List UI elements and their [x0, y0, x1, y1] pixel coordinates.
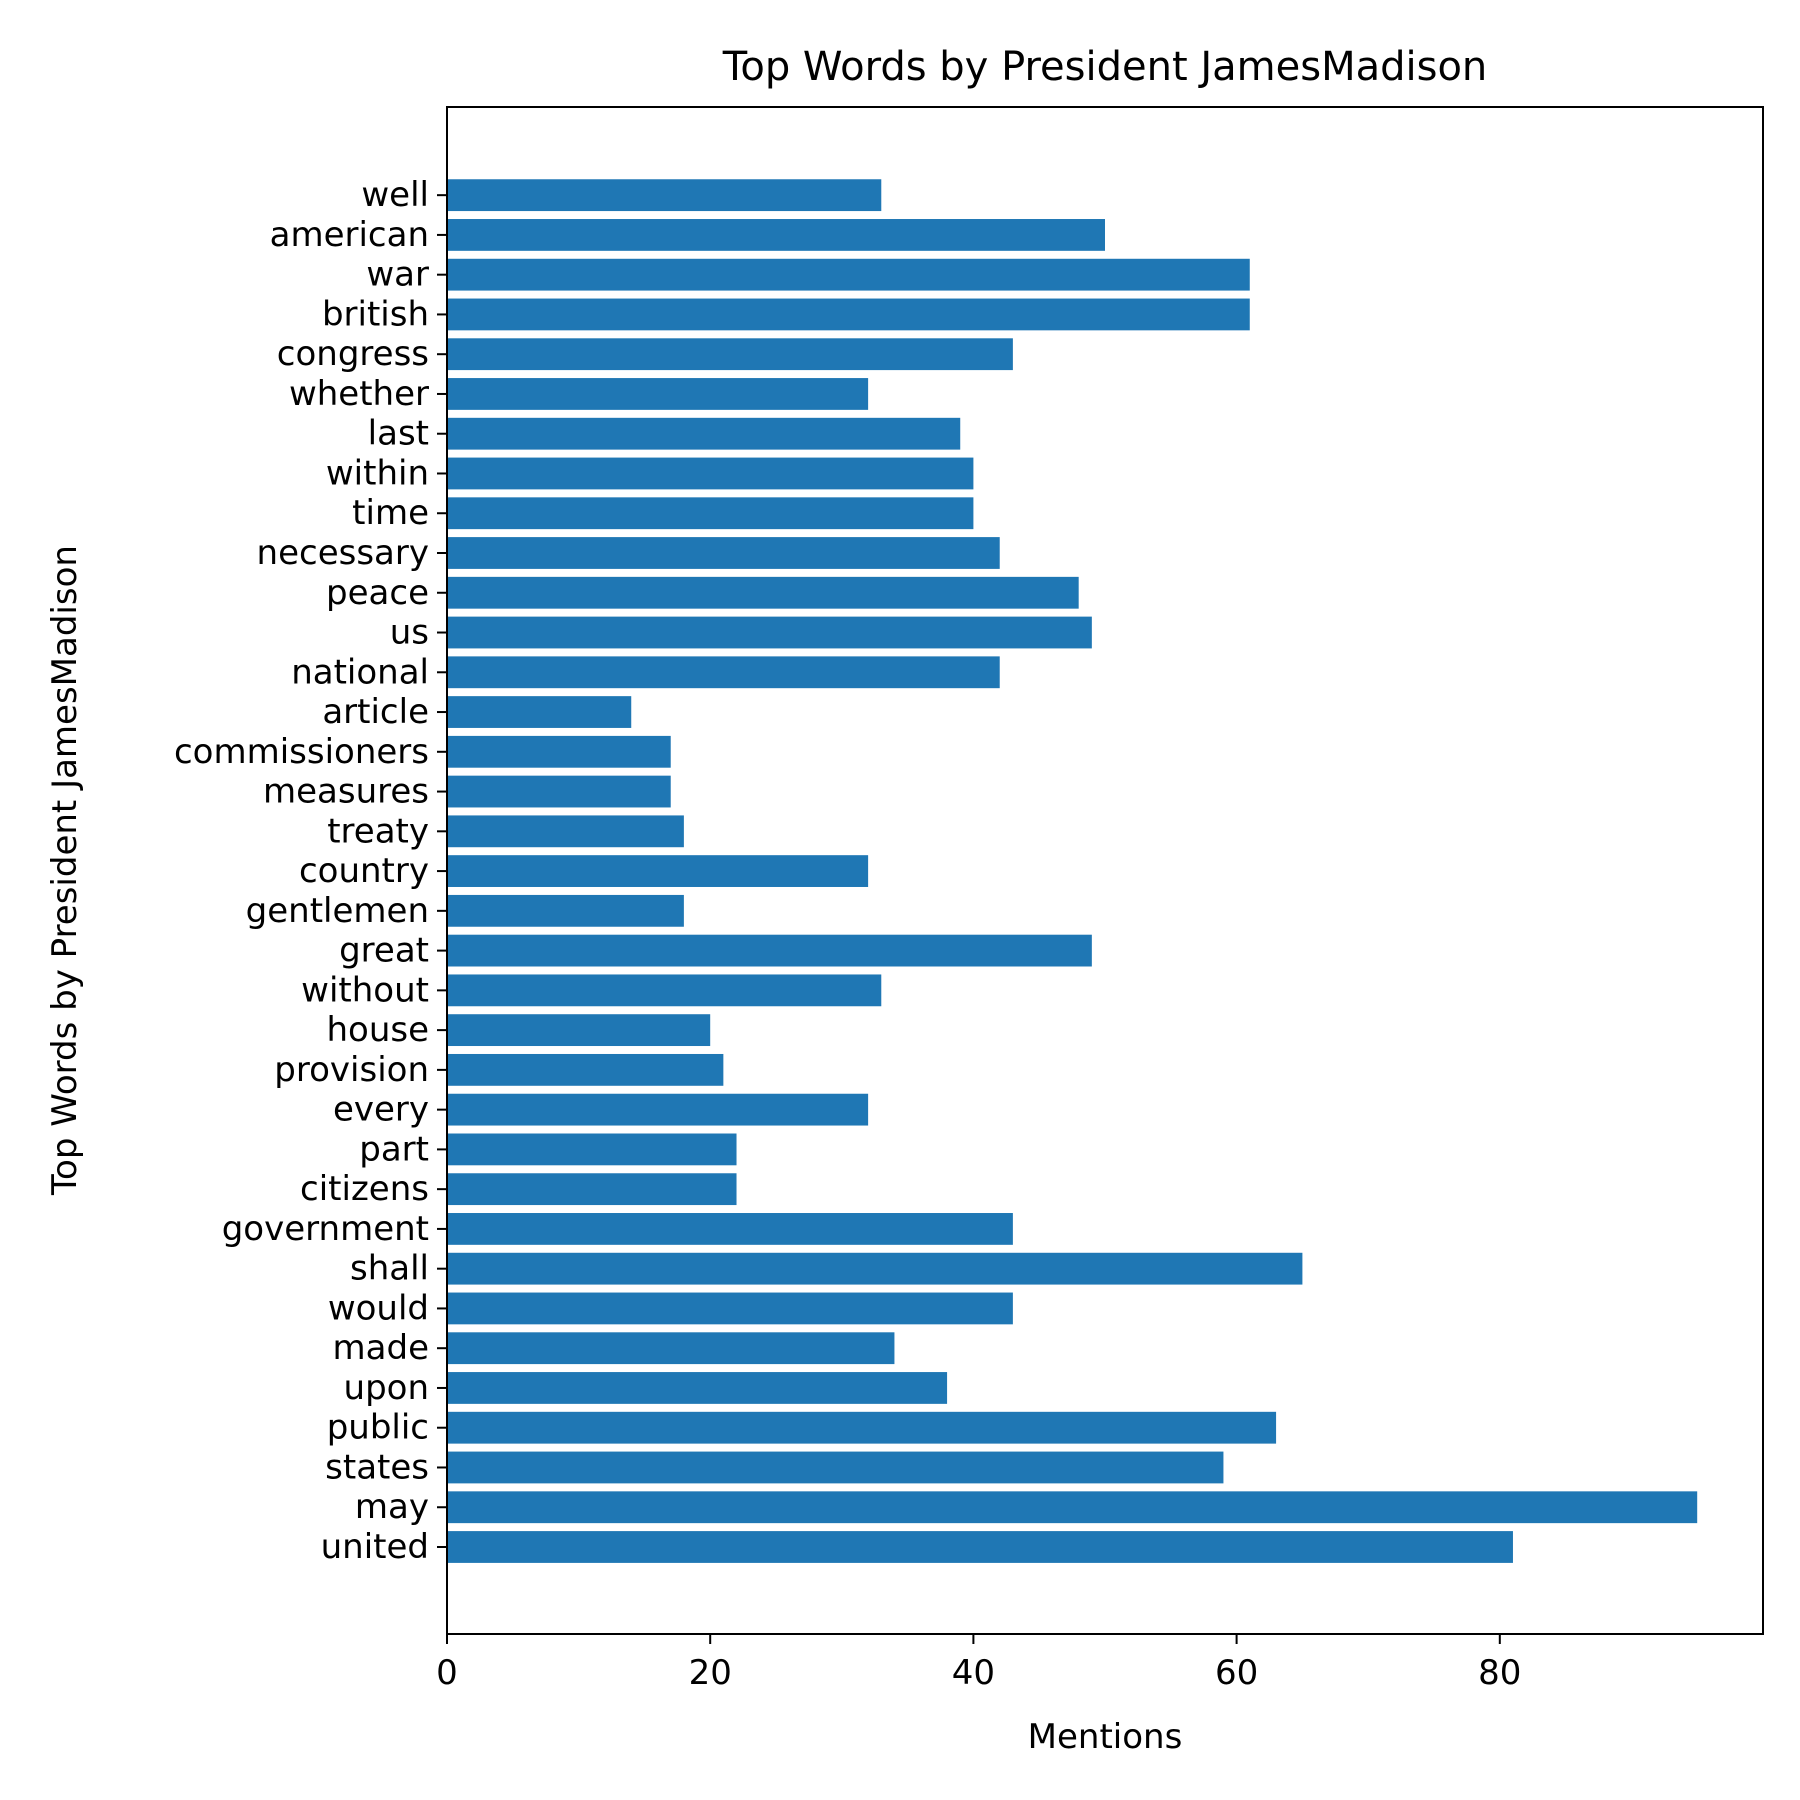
- bar-whether: [447, 378, 869, 410]
- bar-citizens: [447, 1173, 737, 1206]
- y-axis-title: Top Words by President JamesMadison: [45, 545, 85, 1196]
- bar-part: [447, 1133, 737, 1166]
- y-tick-label-commissioners: commissioners: [174, 732, 429, 772]
- y-tick-label-article: article: [322, 692, 429, 732]
- y-tick-label-treaty: treaty: [327, 811, 429, 851]
- x-tick-label-40: 40: [952, 1653, 995, 1693]
- chart-title: Top Words by President JamesMadison: [722, 44, 1488, 90]
- bar-provision: [447, 1053, 724, 1086]
- y-tick-label-may: may: [355, 1487, 429, 1527]
- bar-united: [447, 1531, 1513, 1563]
- y-tick-label-within: within: [326, 453, 429, 493]
- bar-house: [447, 1014, 711, 1047]
- y-tick-label-part: part: [359, 1129, 429, 1169]
- y-tick-label-american: american: [270, 215, 429, 255]
- y-tick-label-citizens: citizens: [300, 1169, 429, 1209]
- y-tick-label-government: government: [222, 1209, 429, 1249]
- y-tick-label-states: states: [325, 1447, 429, 1487]
- y-tick-label-would: would: [328, 1288, 429, 1328]
- bar-gentlemen: [447, 894, 684, 927]
- bars-group: [447, 179, 1698, 1563]
- bar-would: [447, 1292, 1013, 1325]
- y-tick-label-upon: upon: [344, 1368, 429, 1408]
- y-tick-label-public: public: [327, 1408, 429, 1448]
- x-tick-label-0: 0: [436, 1653, 458, 1693]
- x-tick-label-20: 20: [689, 1653, 732, 1693]
- x-axis-ticks: 0 20 40 60 80: [436, 1634, 1521, 1693]
- bar-commissioners: [447, 735, 671, 768]
- bar-may: [447, 1491, 1698, 1524]
- bar-national: [447, 656, 1000, 689]
- y-tick-label-measures: measures: [263, 772, 429, 812]
- y-tick-label-every: every: [333, 1090, 429, 1130]
- y-tick-label-well: well: [361, 175, 429, 215]
- bar-states: [447, 1451, 1224, 1484]
- bar-british: [447, 298, 1250, 331]
- y-tick-label-shall: shall: [350, 1249, 429, 1289]
- bar-time: [447, 497, 974, 530]
- bar-public: [447, 1411, 1277, 1444]
- y-tick-label-house: house: [326, 1010, 429, 1050]
- y-tick-label-us: us: [390, 613, 429, 653]
- y-axis-ticks: unitedmaystatespublicuponmadewouldshallg…: [174, 175, 447, 1567]
- bar-without: [447, 974, 882, 1007]
- bar-us: [447, 616, 1092, 649]
- bar-great: [447, 934, 1092, 967]
- y-tick-label-congress: congress: [277, 334, 429, 374]
- y-tick-label-great: great: [339, 931, 429, 971]
- bar-peace: [447, 576, 1079, 609]
- bar-measures: [447, 775, 671, 808]
- bar-treaty: [447, 815, 684, 848]
- y-tick-label-provision: provision: [274, 1050, 429, 1090]
- bar-necessary: [447, 537, 1000, 569]
- bar-government: [447, 1213, 1013, 1245]
- bar-article: [447, 696, 632, 728]
- bar-war: [447, 258, 1250, 291]
- y-tick-label-made: made: [333, 1328, 429, 1368]
- bar-well: [447, 179, 882, 212]
- y-tick-label-national: national: [291, 652, 429, 692]
- y-tick-label-war: war: [366, 255, 429, 295]
- y-tick-label-time: time: [352, 493, 429, 533]
- bar-american: [447, 219, 1105, 251]
- y-tick-label-country: country: [299, 851, 429, 891]
- x-axis-title: Mentions: [1028, 1717, 1183, 1757]
- plot-frame: [446, 106, 1764, 1635]
- y-tick-label-gentlemen: gentlemen: [246, 891, 429, 931]
- x-tick-label-60: 60: [1215, 1653, 1258, 1693]
- y-tick-label-british: british: [322, 294, 429, 334]
- y-tick-label-united: united: [321, 1527, 429, 1567]
- y-tick-label-whether: whether: [289, 374, 429, 414]
- x-tick-label-80: 80: [1478, 1653, 1521, 1693]
- bar-upon: [447, 1372, 948, 1404]
- bar-shall: [447, 1252, 1303, 1285]
- bar-country: [447, 855, 869, 887]
- bar-every: [447, 1093, 869, 1126]
- bar-congress: [447, 338, 1013, 371]
- bar-last: [447, 417, 961, 450]
- y-tick-label-necessary: necessary: [257, 533, 429, 573]
- bar-within: [447, 457, 974, 490]
- y-tick-label-peace: peace: [326, 573, 429, 613]
- y-tick-label-last: last: [368, 414, 429, 454]
- bar-made: [447, 1332, 895, 1365]
- y-tick-label-without: without: [301, 970, 429, 1010]
